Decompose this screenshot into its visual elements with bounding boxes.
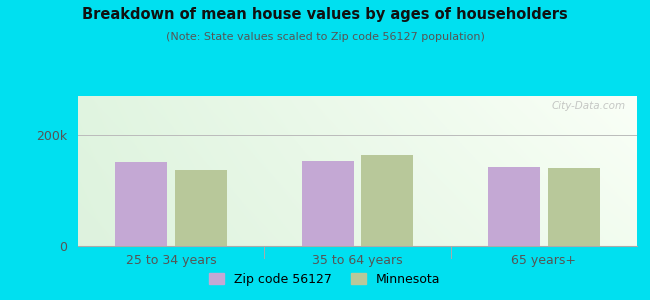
Legend: Zip code 56127, Minnesota: Zip code 56127, Minnesota [205, 268, 445, 291]
Text: Breakdown of mean house values by ages of householders: Breakdown of mean house values by ages o… [82, 8, 568, 22]
Bar [488, 167, 540, 246]
Bar [361, 155, 413, 246]
Text: (Note: State values scaled to Zip code 56127 population): (Note: State values scaled to Zip code 5… [166, 32, 484, 41]
Bar [115, 162, 168, 246]
Bar [302, 161, 354, 246]
Text: City-Data.com: City-Data.com [552, 100, 626, 110]
Bar [547, 168, 600, 246]
Bar [175, 170, 227, 246]
